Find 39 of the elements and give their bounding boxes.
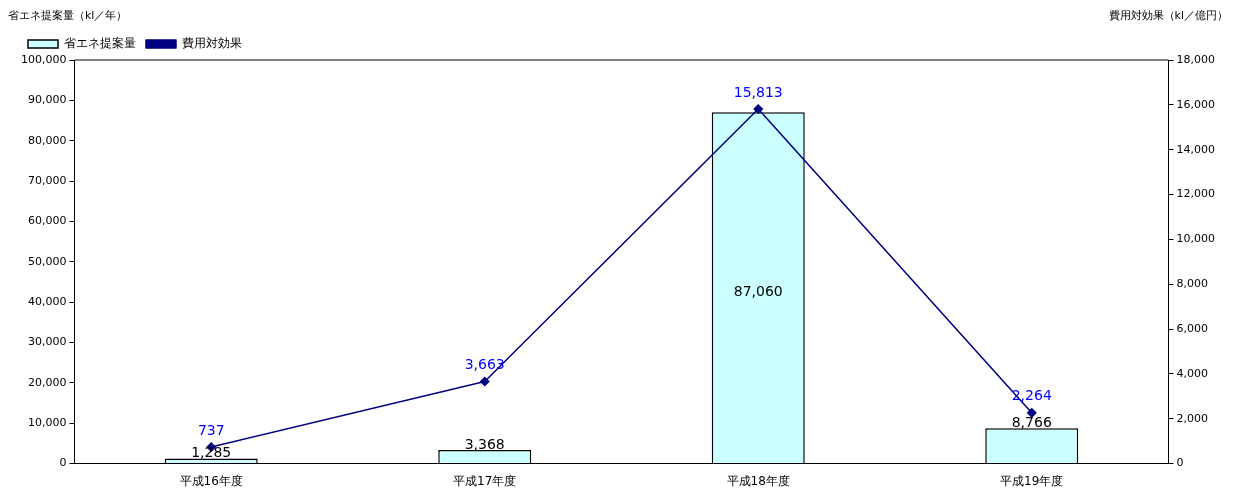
y-tick-label: 80,000 bbox=[27, 133, 67, 147]
y-tick-label: 20,000 bbox=[27, 375, 67, 389]
x-tick-label: 平成19年度 bbox=[1000, 473, 1064, 488]
x-tick-label: 平成16年度 bbox=[179, 473, 243, 488]
y2-tick-label: 18,000 bbox=[1176, 52, 1216, 66]
y-tick-label: 100,000 bbox=[20, 52, 67, 66]
y-tick-label: 90,000 bbox=[27, 93, 67, 107]
data-label: 1,285 bbox=[191, 444, 232, 461]
y-tick-label: 70,000 bbox=[27, 173, 67, 187]
y-tick-label: 60,000 bbox=[27, 214, 67, 228]
y2-tick-label: 10,000 bbox=[1176, 232, 1216, 246]
y2-tick-label: 2,000 bbox=[1176, 411, 1209, 425]
y-tick-label: 0 bbox=[59, 456, 67, 470]
data-label: 3,368 bbox=[464, 435, 505, 452]
data-label: 8,766 bbox=[1011, 413, 1052, 430]
y2-tick-label: 0 bbox=[1176, 456, 1184, 470]
y2-tick-label: 8,000 bbox=[1176, 277, 1209, 291]
legend-label: 省エネ提案量 bbox=[64, 36, 136, 51]
x-tick-label: 平成17年度 bbox=[453, 473, 517, 488]
point bbox=[1027, 408, 1037, 418]
y2-tick-label: 4,000 bbox=[1176, 366, 1209, 380]
data-label: 15,813 bbox=[733, 83, 783, 100]
data-label: 87,060 bbox=[733, 283, 783, 300]
data-label: 3,663 bbox=[464, 356, 505, 373]
y-tick-label: 50,000 bbox=[27, 254, 67, 268]
y-tick-label: 40,000 bbox=[27, 295, 67, 309]
y2-tick-label: 12,000 bbox=[1176, 187, 1216, 201]
y-axis-title: 省エネ提案量（kl／年） bbox=[8, 8, 128, 23]
y-tick-label: 10,000 bbox=[27, 416, 67, 430]
x-tick-label: 平成18年度 bbox=[726, 473, 790, 488]
y2-tick-label: 16,000 bbox=[1176, 97, 1216, 111]
point bbox=[480, 376, 490, 387]
y2-axis-title: 費用対効果（kl／億円） bbox=[1108, 8, 1228, 23]
data-label: 737 bbox=[197, 421, 225, 438]
y2-tick-label: 14,000 bbox=[1176, 142, 1216, 156]
y-tick-label: 30,000 bbox=[27, 335, 67, 349]
point bbox=[753, 104, 763, 114]
legend-label: 費用対効果 bbox=[182, 36, 242, 51]
y2-tick-label: 6,000 bbox=[1176, 321, 1209, 335]
